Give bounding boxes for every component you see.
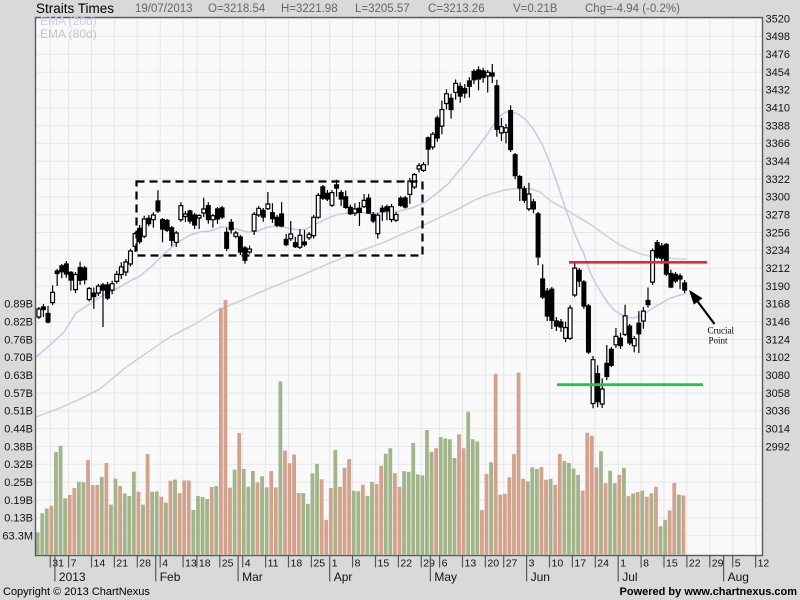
svg-text:0.32B: 0.32B bbox=[4, 459, 33, 471]
svg-text:63.3M: 63.3M bbox=[2, 530, 33, 542]
svg-text:Point: Point bbox=[709, 336, 729, 346]
svg-text:3: 3 bbox=[529, 558, 535, 570]
svg-text:3146: 3146 bbox=[766, 317, 790, 329]
svg-text:3498: 3498 bbox=[766, 31, 790, 43]
svg-text:18: 18 bbox=[199, 558, 211, 570]
svg-text:EMA (20d): EMA (20d) bbox=[40, 14, 97, 28]
svg-text:29: 29 bbox=[712, 558, 724, 570]
svg-text:0.19B: 0.19B bbox=[4, 495, 33, 507]
svg-text:Crucial: Crucial bbox=[708, 326, 735, 336]
svg-text:3410: 3410 bbox=[766, 103, 790, 115]
svg-text:31: 31 bbox=[52, 558, 64, 570]
svg-text:4: 4 bbox=[245, 558, 251, 570]
svg-text:0.57B: 0.57B bbox=[4, 388, 33, 400]
svg-text:0.70B: 0.70B bbox=[4, 352, 33, 364]
svg-text:3366: 3366 bbox=[766, 138, 790, 150]
svg-text:27: 27 bbox=[506, 558, 518, 570]
svg-text:3476: 3476 bbox=[766, 49, 790, 61]
svg-text:21: 21 bbox=[116, 558, 128, 570]
svg-text:2013: 2013 bbox=[59, 570, 86, 584]
svg-text:12: 12 bbox=[758, 558, 770, 570]
svg-text:2992: 2992 bbox=[766, 441, 790, 453]
svg-text:10: 10 bbox=[552, 558, 564, 570]
svg-text:3454: 3454 bbox=[766, 67, 790, 79]
svg-text:8: 8 bbox=[643, 558, 649, 570]
svg-text:3080: 3080 bbox=[766, 370, 790, 382]
svg-text:3234: 3234 bbox=[766, 245, 790, 257]
svg-text:3058: 3058 bbox=[766, 388, 790, 400]
svg-text:0.63B: 0.63B bbox=[4, 370, 33, 382]
svg-text:Jul: Jul bbox=[622, 570, 637, 584]
svg-text:11: 11 bbox=[268, 558, 279, 570]
svg-text:15: 15 bbox=[378, 558, 390, 570]
svg-text:14: 14 bbox=[94, 558, 106, 570]
svg-text:0.25B: 0.25B bbox=[4, 477, 33, 489]
svg-text:4: 4 bbox=[162, 558, 168, 570]
svg-text:3300: 3300 bbox=[766, 192, 790, 204]
svg-text:22: 22 bbox=[689, 558, 701, 570]
svg-text:0.38B: 0.38B bbox=[4, 441, 33, 453]
svg-text:0.89B: 0.89B bbox=[4, 299, 33, 311]
svg-text:7: 7 bbox=[71, 558, 77, 570]
svg-text:13: 13 bbox=[465, 558, 477, 570]
svg-text:Jun: Jun bbox=[531, 570, 550, 584]
svg-text:15: 15 bbox=[666, 558, 678, 570]
svg-text:6: 6 bbox=[442, 558, 448, 570]
svg-text:0.76B: 0.76B bbox=[4, 334, 33, 346]
svg-text:25: 25 bbox=[313, 558, 325, 570]
svg-text:Mar: Mar bbox=[242, 570, 263, 584]
svg-text:3124: 3124 bbox=[766, 334, 790, 346]
svg-text:18: 18 bbox=[291, 558, 303, 570]
svg-text:3190: 3190 bbox=[766, 281, 790, 293]
svg-text:25: 25 bbox=[222, 558, 234, 570]
svg-text:3256: 3256 bbox=[766, 227, 790, 239]
svg-text:0.44B: 0.44B bbox=[4, 423, 33, 435]
svg-text:3344: 3344 bbox=[766, 156, 790, 168]
svg-text:29: 29 bbox=[423, 558, 435, 570]
svg-text:0.13B: 0.13B bbox=[4, 513, 33, 525]
svg-text:Apr: Apr bbox=[334, 570, 353, 584]
svg-text:3036: 3036 bbox=[766, 406, 790, 418]
svg-text:24: 24 bbox=[597, 558, 609, 570]
svg-text:3168: 3168 bbox=[766, 299, 790, 311]
svg-text:5: 5 bbox=[735, 558, 741, 570]
svg-text:17: 17 bbox=[574, 558, 586, 570]
svg-text:3388: 3388 bbox=[766, 120, 790, 132]
svg-text:28: 28 bbox=[139, 558, 151, 570]
svg-text:3014: 3014 bbox=[766, 423, 790, 435]
svg-text:3432: 3432 bbox=[766, 85, 790, 97]
svg-text:1: 1 bbox=[620, 558, 626, 570]
svg-text:3212: 3212 bbox=[766, 263, 790, 275]
svg-text:20: 20 bbox=[487, 558, 499, 570]
svg-text:EMA (80d): EMA (80d) bbox=[40, 27, 97, 41]
svg-text:13: 13 bbox=[185, 558, 197, 570]
svg-text:May: May bbox=[434, 570, 457, 584]
svg-text:8: 8 bbox=[355, 558, 361, 570]
svg-text:3102: 3102 bbox=[766, 352, 790, 364]
svg-text:3322: 3322 bbox=[766, 174, 790, 186]
svg-text:0.51B: 0.51B bbox=[4, 406, 33, 418]
svg-text:3278: 3278 bbox=[766, 210, 790, 222]
svg-text:3520: 3520 bbox=[766, 13, 790, 25]
svg-text:Aug: Aug bbox=[728, 570, 749, 584]
svg-text:1: 1 bbox=[332, 558, 338, 570]
svg-text:22: 22 bbox=[400, 558, 412, 570]
svg-text:0.82B: 0.82B bbox=[4, 317, 33, 329]
svg-text:Feb: Feb bbox=[160, 570, 181, 584]
